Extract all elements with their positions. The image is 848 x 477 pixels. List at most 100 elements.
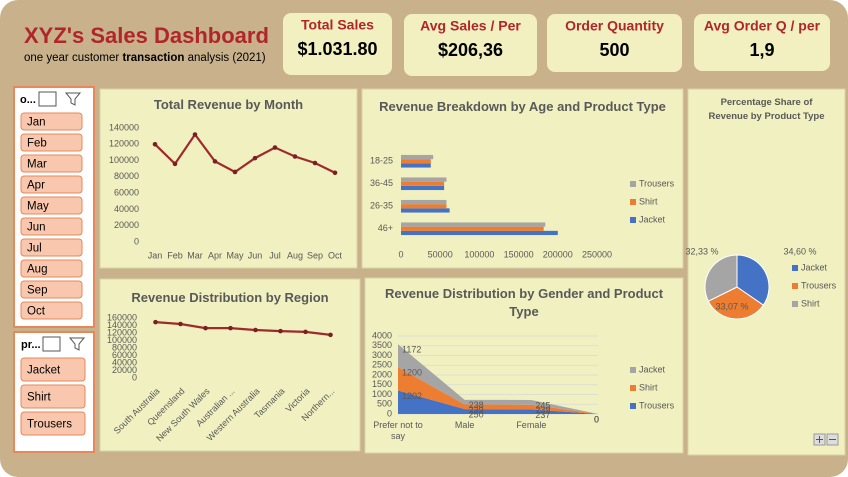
pie-slice (704, 254, 738, 302)
x-tick-label: Jul (269, 250, 281, 260)
kpi-value: 500 (599, 40, 629, 60)
slicer-button[interactable] (20, 196, 83, 215)
bar (401, 177, 447, 182)
marker (303, 329, 308, 335)
slicer-item: Mar (27, 159, 47, 171)
kpi-card (547, 14, 682, 72)
bar (401, 185, 445, 191)
data-label: 250 (469, 410, 484, 420)
legend-swatch (630, 199, 636, 205)
subtitle-part: analysis (2021) (184, 52, 265, 64)
slicer-button[interactable] (20, 238, 83, 257)
x-tick-label: Aug (287, 250, 303, 260)
marker (278, 328, 283, 334)
marker (152, 141, 158, 147)
slicer-item: Aug (27, 264, 47, 276)
slicer-button[interactable] (20, 217, 83, 236)
legend-swatch (630, 403, 636, 409)
slicer-item: Shirt (27, 392, 51, 404)
slicer-item: Jun (27, 222, 46, 234)
chart-title-box: Revenue Distribution by Gender and Produ… (385, 286, 663, 319)
legend-label: Jacket (801, 262, 828, 272)
x-tick-label: 50000 (428, 249, 453, 259)
y-tick-label: 1000 (372, 389, 392, 399)
y-tick-label: 2500 (372, 360, 392, 370)
x-tick-label: Sep (307, 250, 323, 260)
x-tick-label: 0 (398, 249, 403, 259)
slicer-item: Apr (27, 180, 45, 192)
data-label: 239 (469, 405, 484, 415)
slicer-button[interactable] (20, 280, 83, 299)
subtitle-part: transaction (122, 52, 184, 64)
slicer-title: o... (20, 94, 36, 106)
slicer-item: Trousers (27, 419, 72, 431)
multi-select-icon[interactable] (38, 91, 57, 107)
marker (312, 160, 318, 166)
kpi-value: 1,9 (749, 40, 774, 60)
plus-icon (816, 436, 823, 443)
legend-label: Trousers (639, 178, 675, 188)
y-tick-label: 3000 (372, 350, 392, 360)
kpi-label: Avg Sales / Per (420, 18, 521, 34)
y-tick-label: 20000 (114, 220, 139, 230)
y-tick-label: 80000 (112, 342, 137, 352)
legend-swatch (630, 181, 636, 187)
data-label: 239 (535, 405, 550, 415)
bar (401, 154, 434, 160)
y-tick-label: 500 (377, 399, 392, 409)
slicer-button[interactable] (20, 357, 86, 382)
line (154, 132, 336, 174)
legend-label: Shirt (639, 196, 658, 206)
data-label: 34,60 % (783, 246, 816, 256)
slicer-item: Jul (27, 243, 42, 255)
slicer-button[interactable] (20, 133, 83, 152)
marker (192, 132, 198, 137)
panel (99, 278, 361, 452)
pie-slice (707, 286, 765, 320)
slicer-button[interactable] (20, 384, 86, 409)
y-tick-label: 20000 (112, 365, 137, 375)
chart-title-box: Revenue Breakdown by Age and Product Typ… (379, 99, 666, 114)
y-tick-label: 0 (387, 408, 392, 418)
zoom-controls (813, 433, 839, 446)
slicer-item: Jacket (27, 365, 61, 377)
slicer-item: Feb (27, 138, 47, 150)
multi-select-icon[interactable] (42, 336, 61, 352)
data-label: 33,07 % (715, 301, 748, 311)
clear-filter-icon[interactable] (68, 337, 86, 351)
y-tick-label: 2000 (372, 369, 392, 379)
data-label: 0 (594, 414, 599, 424)
slicer-button[interactable] (20, 301, 83, 320)
slicer-button[interactable] (20, 112, 83, 131)
data-label: 1200 (402, 368, 422, 378)
marker (332, 170, 338, 176)
clear-filter-icon[interactable] (64, 92, 82, 106)
slicer-button[interactable] (20, 154, 83, 173)
y-tick-label: 18-25 (370, 156, 393, 166)
legend-label: Trousers (801, 280, 837, 290)
y-tick-label: 36-45 (370, 178, 393, 188)
slicer-title: pr... (21, 339, 41, 351)
dashboard-subtitle: one year customer transaction analysis (… (24, 52, 266, 64)
slicer-button[interactable] (20, 411, 86, 436)
x-tick-box: Prefer not to say (373, 420, 423, 441)
legend-label: Trousers (639, 400, 675, 410)
marker (178, 321, 183, 327)
data-label: 32,33 % (685, 246, 718, 256)
y-tick-label: 140000 (109, 122, 139, 132)
x-tick-label: Jun (248, 250, 263, 260)
y-tick-label: 0 (134, 236, 139, 246)
data-label: 237 (535, 410, 550, 420)
slicer-button[interactable] (20, 175, 83, 194)
x-tick-label: May (226, 250, 244, 260)
x-tick-label: Male (454, 420, 475, 430)
y-tick-label: 0 (132, 372, 137, 382)
x-tick-label: Apr (208, 250, 222, 260)
chart-title: Revenue Breakdown by Age and Product Typ… (379, 99, 666, 114)
bar (401, 163, 431, 168)
slicer-button[interactable] (20, 259, 83, 278)
y-tick-label: 46+ (378, 223, 393, 233)
legend-label: Jacket (639, 364, 666, 374)
line (155, 321, 331, 336)
kpi-card (694, 14, 830, 71)
